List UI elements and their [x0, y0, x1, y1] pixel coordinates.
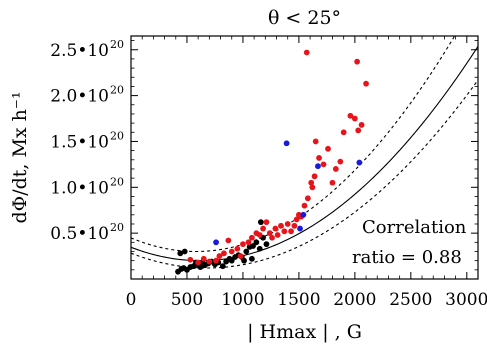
data-point: [274, 232, 281, 238]
data-point: [284, 221, 291, 227]
data-point: [293, 216, 300, 223]
data-point: [320, 161, 327, 168]
y-tick-exponent: 20: [110, 175, 124, 188]
data-point: [354, 58, 361, 65]
lower-bound-curve: [131, 79, 478, 269]
data-point: [250, 243, 256, 249]
x-tick-label: 0: [126, 290, 137, 310]
data-point: [257, 219, 264, 226]
x-tick-label: 1500: [277, 290, 320, 310]
data-point: [256, 232, 263, 238]
data-point: [337, 158, 344, 165]
y-tick-label: 1.0•10: [50, 178, 109, 198]
x-tick-label: 1000: [221, 290, 264, 310]
data-point: [288, 228, 294, 235]
chart-title: θ < 25°: [268, 7, 341, 29]
data-point: [347, 112, 354, 119]
data-point: [195, 259, 202, 266]
y-tick-exponent: 20: [110, 221, 124, 234]
data-point: [291, 222, 298, 229]
data-point: [303, 49, 310, 56]
data-point: [197, 264, 204, 270]
data-point: [228, 248, 235, 255]
data-point: [240, 241, 246, 248]
y-tick-label: 1.5•10: [50, 132, 109, 152]
x-tick-label: 2500: [389, 290, 432, 310]
y-tick-exponent: 20: [110, 84, 124, 97]
data-point: [281, 228, 288, 235]
data-point: [351, 115, 358, 122]
data-point: [256, 245, 263, 252]
data-point: [241, 257, 247, 264]
data-point: [213, 257, 219, 264]
data-point: [266, 230, 273, 237]
x-axis-title: | Hmax | , G: [247, 321, 362, 343]
correlation-ratio: ratio = 0.88: [352, 247, 462, 268]
data-point: [243, 248, 250, 255]
data-point: [356, 159, 363, 166]
data-point: [216, 253, 223, 259]
data-point: [308, 179, 315, 186]
data-point: [237, 253, 244, 259]
data-point: [245, 239, 252, 246]
y-tick-exponent: 20: [110, 38, 124, 51]
y-axis-title: dΦ/dt, Mx h⁻¹: [9, 91, 31, 223]
plot-frame: [130, 35, 479, 280]
data-point: [301, 202, 308, 209]
y-tick-label: 0.5•10: [50, 224, 109, 244]
data-point: [181, 248, 188, 255]
data-point: [263, 241, 270, 248]
data-point: [213, 239, 219, 246]
data-point: [260, 225, 266, 232]
y-tick-label: 2.0•10: [50, 87, 109, 107]
data-point: [263, 219, 270, 226]
data-point: [221, 250, 227, 257]
data-point: [297, 225, 303, 232]
data-point: [355, 127, 362, 134]
correlation-label: Correlation: [362, 217, 467, 238]
data-point: [332, 166, 339, 172]
data-point: [316, 155, 322, 161]
x-tick-label: 2000: [333, 290, 376, 310]
data-point: [312, 138, 319, 145]
data-point: [315, 163, 321, 170]
data-point: [283, 140, 290, 147]
y-tick-label: 2.5•10: [50, 41, 109, 61]
data-point: [234, 245, 241, 252]
data-point: [248, 255, 255, 262]
x-tick-label: 500: [171, 290, 203, 310]
data-point: [228, 257, 235, 264]
data-point: [253, 239, 260, 246]
data-point: [219, 263, 226, 270]
data-point: [304, 195, 311, 202]
data-point: [311, 173, 318, 180]
data-point: [269, 234, 275, 241]
data-point: [248, 234, 255, 241]
data-point: [272, 225, 279, 232]
data-point: [278, 222, 284, 229]
data-point: [340, 129, 347, 136]
data-point: [329, 179, 336, 186]
data-point: [358, 122, 365, 128]
data-point: [363, 80, 369, 87]
data-point: [325, 145, 331, 152]
data-point: [206, 258, 213, 265]
upper-bound-curve: [131, 36, 456, 253]
data-point: [177, 250, 184, 257]
data-point: [225, 237, 232, 244]
x-tick-label: 3000: [445, 290, 487, 310]
data-point: [300, 211, 307, 218]
y-tick-exponent: 20: [110, 129, 124, 142]
data-point: [187, 256, 194, 263]
data-point: [309, 184, 316, 191]
data-point: [200, 255, 207, 262]
